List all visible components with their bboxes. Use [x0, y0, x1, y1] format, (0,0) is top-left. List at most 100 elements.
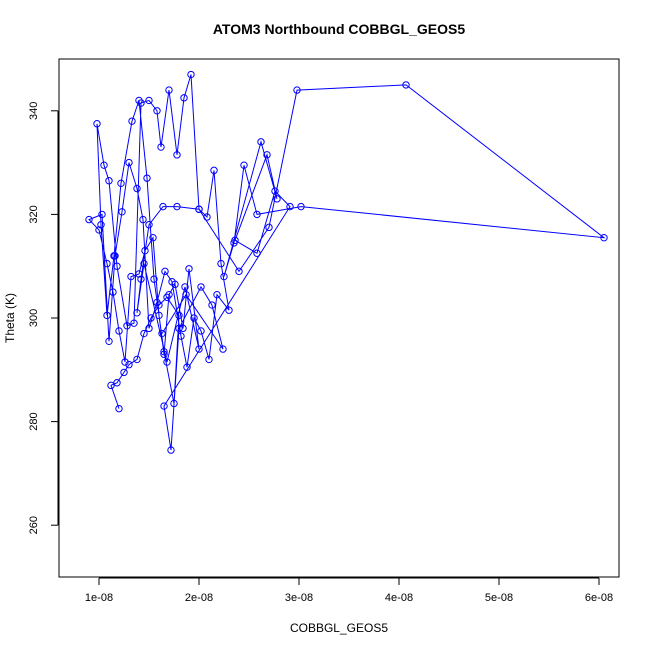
data-point — [109, 288, 117, 296]
data-point — [140, 259, 148, 268]
data-point — [133, 309, 141, 317]
x-tick-label: 3e-08 — [285, 592, 313, 604]
data-point — [121, 358, 129, 366]
data-point — [159, 202, 167, 211]
x-tick-label: 5e-08 — [485, 592, 513, 604]
data-point — [97, 221, 105, 229]
data-point — [213, 290, 221, 299]
data-point — [135, 270, 143, 278]
data-point — [160, 402, 168, 410]
data-point — [118, 208, 126, 216]
data-point — [175, 311, 183, 320]
x-axis: 1e-08 2e-08 3e-08 4e-08 5e-08 6e-08 — [85, 577, 613, 604]
data-point — [100, 161, 108, 169]
data-point — [85, 215, 93, 224]
data-point — [600, 234, 608, 242]
data-point — [197, 283, 205, 291]
series-line — [88, 74, 606, 451]
data-point — [225, 306, 233, 314]
data-point — [257, 138, 265, 146]
data-point — [143, 174, 151, 182]
data-point — [103, 311, 111, 320]
data-point — [210, 166, 218, 175]
data-point — [149, 234, 157, 242]
data-point — [107, 381, 115, 390]
data-point — [293, 86, 301, 94]
data-point — [231, 236, 239, 245]
data-point — [155, 311, 163, 320]
data-point — [219, 345, 227, 353]
data-point — [158, 329, 166, 338]
data-point — [127, 272, 135, 281]
x-tick-label: 4e-08 — [385, 592, 413, 604]
data-point — [165, 290, 173, 299]
data-point — [111, 252, 119, 260]
data-point — [133, 355, 141, 364]
x-axis-label: COBBGL_GEOS5 — [290, 621, 388, 635]
data-point — [115, 404, 123, 413]
y-axis: 260 280 300 320 340 — [28, 102, 59, 534]
data-point — [170, 399, 178, 408]
y-tick-label: 320 — [28, 205, 40, 223]
data-point — [153, 107, 161, 115]
x-tick-label: 6e-08 — [585, 592, 613, 604]
data-point — [128, 117, 136, 125]
data-point — [163, 358, 171, 366]
data-point — [95, 226, 103, 234]
data-point — [286, 202, 294, 211]
data-point — [160, 350, 168, 358]
data-point — [123, 322, 131, 330]
data-point — [197, 327, 205, 335]
data-point — [117, 179, 125, 188]
data-point — [177, 332, 185, 340]
data-point — [105, 337, 113, 346]
data-point — [205, 355, 213, 364]
data-point — [181, 283, 189, 291]
data-point — [145, 221, 153, 229]
data-point — [273, 195, 281, 203]
data-point — [137, 275, 145, 283]
y-tick-label: 340 — [28, 102, 40, 120]
data-point — [105, 177, 113, 185]
y-tick-label: 300 — [28, 309, 40, 327]
data-point — [153, 298, 161, 307]
data-point — [173, 151, 181, 159]
data-point — [141, 246, 149, 255]
data-point — [120, 368, 128, 377]
data-point — [115, 327, 123, 335]
x-tick-label: 2e-08 — [185, 592, 213, 604]
data-point — [253, 249, 261, 257]
data-point — [145, 96, 153, 105]
data-point — [98, 210, 106, 219]
plot-area-frame — [58, 58, 620, 578]
data-point — [265, 223, 273, 232]
data-point — [402, 81, 410, 89]
data-point — [133, 184, 141, 193]
data-point — [161, 267, 169, 276]
data-point — [139, 215, 147, 224]
y-axis-label: Theta (K) — [3, 293, 17, 343]
data-point — [157, 143, 165, 151]
data-point — [93, 120, 101, 128]
plot-area — [85, 70, 608, 454]
data-point — [145, 324, 153, 333]
data-point — [182, 290, 190, 299]
data-point — [167, 446, 175, 454]
data-point — [187, 70, 195, 79]
data-point — [103, 259, 111, 268]
data-point — [208, 301, 216, 309]
data-point — [190, 314, 198, 322]
data-point — [183, 363, 191, 371]
data-point — [185, 265, 193, 273]
data-point — [195, 345, 203, 353]
data-point — [150, 275, 158, 283]
data-point — [217, 259, 225, 268]
data-point — [125, 158, 133, 167]
data-point — [140, 329, 148, 338]
data-point — [179, 324, 187, 333]
data-point — [235, 267, 243, 276]
data-point — [180, 94, 188, 102]
data-point — [113, 262, 121, 270]
x-tick-label: 1e-08 — [85, 592, 113, 604]
